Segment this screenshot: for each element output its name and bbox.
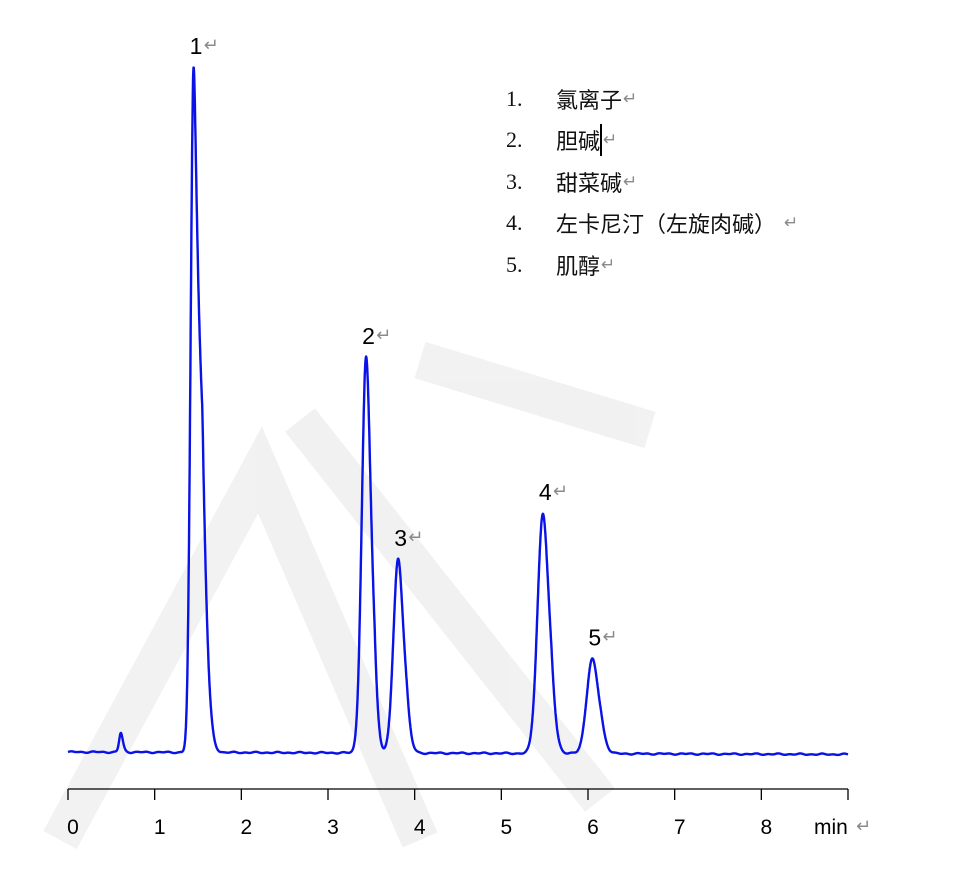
peak-legend: 1. 氯离子 ↵ 2. 胆碱 ↵ 3. 甜菜碱 ↵ 4. 左卡尼汀（左旋肉碱） ↵ 5. 肌醇 ↵ — [506, 78, 798, 286]
peak-label: 1 — [190, 33, 203, 59]
paragraph-mark-icon: ↵ — [376, 325, 391, 346]
legend-number: 5. — [506, 251, 523, 277]
x-unit-label: min — [814, 816, 848, 839]
legend-name: 甜菜碱 — [556, 171, 623, 197]
watermark — [43, 341, 656, 850]
x-axis: 0 1 2 3 4 5 6 7 8 min ↵ — [67, 788, 871, 839]
x-tick-label: 1 — [154, 816, 166, 839]
paragraph-mark-icon: ↵ — [623, 171, 638, 192]
paragraph-mark-icon: ↵ — [603, 130, 618, 151]
legend-number: 2. — [506, 127, 523, 153]
peak-label: 2 — [362, 323, 375, 349]
x-tick-label: 8 — [760, 816, 772, 839]
legend-number: 1. — [506, 85, 523, 111]
paragraph-mark-icon: ↵ — [602, 626, 617, 647]
legend-name: 胆碱 — [556, 124, 603, 157]
legend-name: 肌醇 — [556, 254, 601, 280]
paragraph-mark-icon: ↵ — [784, 213, 799, 234]
paragraph-mark-icon: ↵ — [553, 481, 568, 502]
x-tick-label: 4 — [414, 816, 426, 839]
x-tick-label: 7 — [674, 816, 686, 839]
paragraph-mark-icon: ↵ — [623, 88, 638, 109]
legend-name: 氯离子 — [556, 88, 623, 114]
legend-number: 3. — [506, 168, 523, 194]
peak-label: 4 — [539, 479, 552, 505]
peak-labels: 1 ↵2 ↵3 ↵4 ↵5 ↵ — [190, 33, 618, 650]
legend-number: 4. — [506, 210, 523, 236]
x-tick-label: 2 — [240, 816, 252, 839]
paragraph-mark-icon: ↵ — [408, 527, 423, 548]
x-tick-label: 6 — [587, 816, 599, 839]
peak-label: 3 — [394, 525, 407, 551]
peak-label: 5 — [588, 624, 601, 650]
legend-item: 2. 胆碱 ↵ — [506, 120, 798, 162]
paragraph-mark-icon: ↵ — [856, 816, 871, 837]
x-tick-label: 0 — [67, 816, 79, 839]
legend-name: 左卡尼汀（左旋肉碱） — [556, 213, 777, 239]
legend-item: 1. 氯离子 ↵ — [506, 78, 798, 120]
paragraph-mark-icon: ↵ — [204, 35, 219, 56]
x-tick-label: 3 — [327, 816, 339, 839]
legend-item: 3. 甜菜碱 ↵ — [506, 161, 798, 203]
paragraph-mark-icon: ↵ — [601, 254, 616, 275]
legend-item: 5. 肌醇 ↵ — [506, 244, 798, 286]
chromatogram-trace — [67, 66, 849, 757]
x-tick-label: 5 — [500, 816, 512, 839]
legend-item: 4. 左卡尼汀（左旋肉碱） ↵ — [506, 203, 798, 245]
